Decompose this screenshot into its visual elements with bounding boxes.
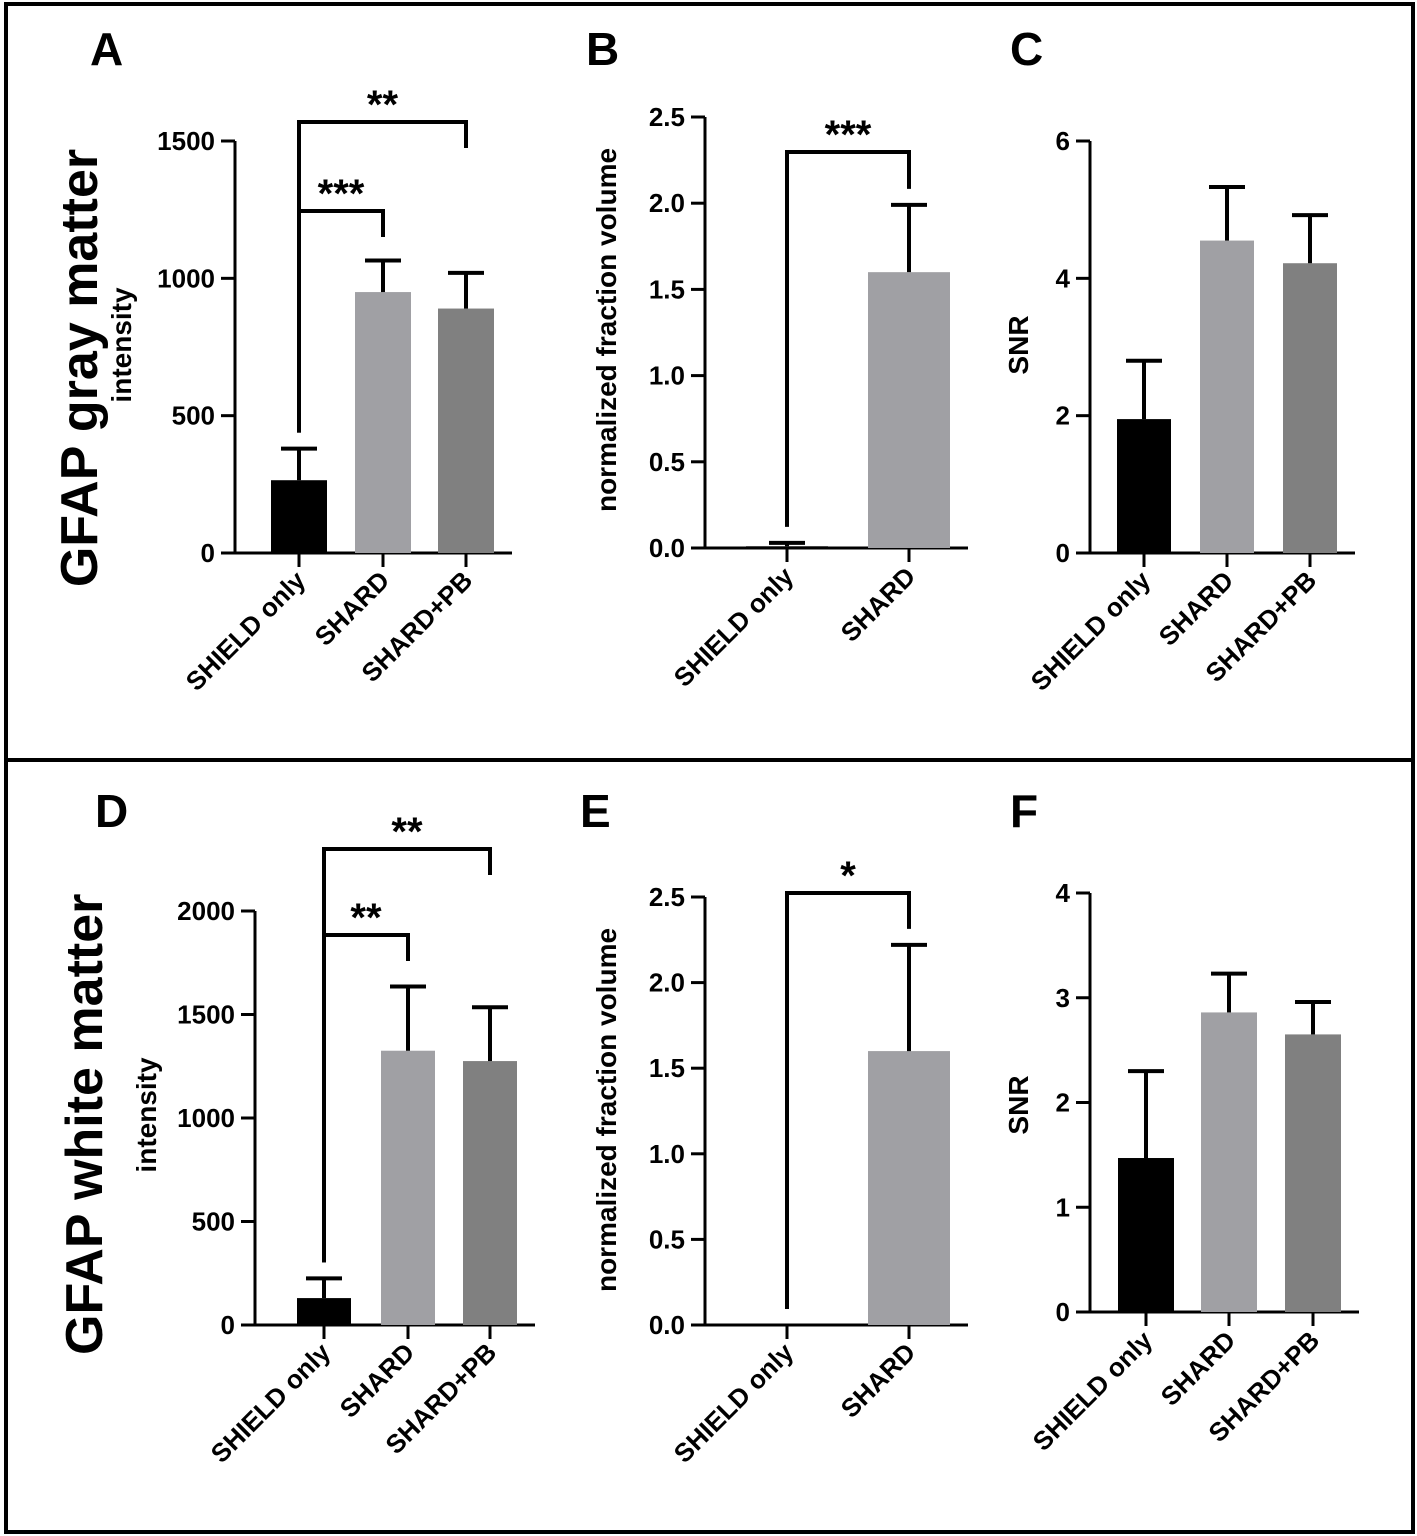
x-category-label: SHARD	[835, 1337, 922, 1424]
y-tick-label: 2.0	[649, 968, 685, 998]
bar	[381, 1050, 435, 1325]
panel-label-c: C	[1010, 23, 1044, 75]
y-tick-label: 1000	[157, 263, 215, 293]
y-tick-label: 0.5	[649, 1224, 685, 1254]
panel-label-d: D	[95, 785, 129, 837]
bar	[1118, 1158, 1174, 1312]
x-category-label: SHIELD only	[205, 1337, 337, 1469]
significance-label: **	[391, 810, 423, 854]
y-tick-label: 0.5	[649, 447, 685, 477]
bar	[1200, 240, 1254, 554]
significance-bracket	[297, 120, 468, 433]
panel-label-b: B	[586, 23, 620, 75]
panel-label-e: E	[580, 785, 611, 837]
significance-label: ***	[825, 113, 872, 157]
bar	[438, 308, 494, 553]
y-axis-label: normalized fraction volume	[591, 148, 622, 512]
bar	[271, 480, 327, 553]
y-tick-label: 3	[1056, 983, 1070, 1013]
panel-label-f: F	[1010, 785, 1039, 837]
x-category-label: SHIELD only	[668, 1337, 800, 1469]
y-axis-label: SNR	[1003, 1075, 1034, 1134]
y-tick-label: 2000	[177, 896, 235, 926]
significance-label: **	[350, 896, 382, 940]
x-category-label: SHIELD only	[1025, 565, 1157, 697]
gray-matter-row-frame	[4, 2, 1415, 762]
bar	[355, 292, 411, 553]
y-tick-label: 1500	[177, 1000, 235, 1030]
y-tick-label: 2.0	[649, 188, 685, 218]
y-axis-label: normalized fraction volume	[591, 928, 622, 1292]
bar	[868, 1051, 950, 1325]
white-matter-row-frame	[4, 758, 1415, 1534]
y-tick-label: 2	[1056, 401, 1070, 431]
x-category-label: SHIELD only	[1027, 1325, 1159, 1457]
y-tick-label: 1.5	[649, 274, 685, 304]
y-tick-label: 1.0	[649, 361, 685, 391]
chart-panel-e: 0.0 0.5 1.0 1.5 2.0 2.5 normalized fraction vo…	[591, 854, 968, 1469]
y-tick-label: 500	[172, 401, 215, 431]
y-axis-label: intensity	[131, 1057, 162, 1173]
x-category-label: SHIELD only	[180, 565, 312, 697]
x-category-label: SHARD	[1155, 1325, 1242, 1412]
y-tick-label: 6	[1056, 126, 1070, 156]
significance-label: ***	[318, 172, 365, 216]
y-tick-label: 1000	[177, 1103, 235, 1133]
bar	[1201, 1012, 1257, 1312]
y-tick-label: 2.5	[649, 882, 685, 912]
bar	[297, 1298, 351, 1325]
bar	[463, 1061, 517, 1325]
y-tick-label: 2	[1056, 1088, 1070, 1118]
x-category-label: SHIELD only	[668, 561, 800, 693]
bar	[1285, 1034, 1341, 1312]
y-tick-label: 500	[192, 1207, 235, 1237]
y-tick-label: 1.0	[649, 1139, 685, 1169]
significance-label: **	[367, 83, 399, 127]
y-axis-label: SNR	[1003, 315, 1034, 374]
chart-panel-b: 0.0 0.5 1.0 1.5 2.0 2.5 normalized fraction vo…	[591, 102, 968, 693]
y-tick-label: 0	[1056, 1297, 1070, 1327]
y-tick-label: 2.5	[649, 102, 685, 132]
y-tick-label: 0	[221, 1310, 235, 1340]
significance-bracket	[322, 847, 492, 1263]
bar	[868, 272, 950, 548]
bar	[1117, 419, 1171, 553]
y-tick-label: 0	[1056, 538, 1070, 568]
significance-bracket	[785, 891, 911, 1309]
significance-bracket	[785, 150, 911, 527]
significance-label: *	[840, 854, 856, 898]
y-tick-label: 1.5	[649, 1053, 685, 1083]
y-tick-label: 4	[1056, 263, 1071, 293]
bar	[746, 546, 828, 548]
y-tick-label: 0	[201, 538, 215, 568]
panel-label-a: A	[90, 23, 124, 75]
x-category-label: SHARD	[835, 561, 922, 648]
bar	[1283, 263, 1337, 553]
y-tick-label: 1500	[157, 126, 215, 156]
y-tick-label: 1	[1056, 1192, 1070, 1222]
y-tick-label: 4	[1056, 878, 1071, 908]
y-axis-label: intensity	[106, 287, 137, 403]
y-tick-label: 0.0	[649, 533, 685, 563]
y-tick-label: 0.0	[649, 1310, 685, 1340]
